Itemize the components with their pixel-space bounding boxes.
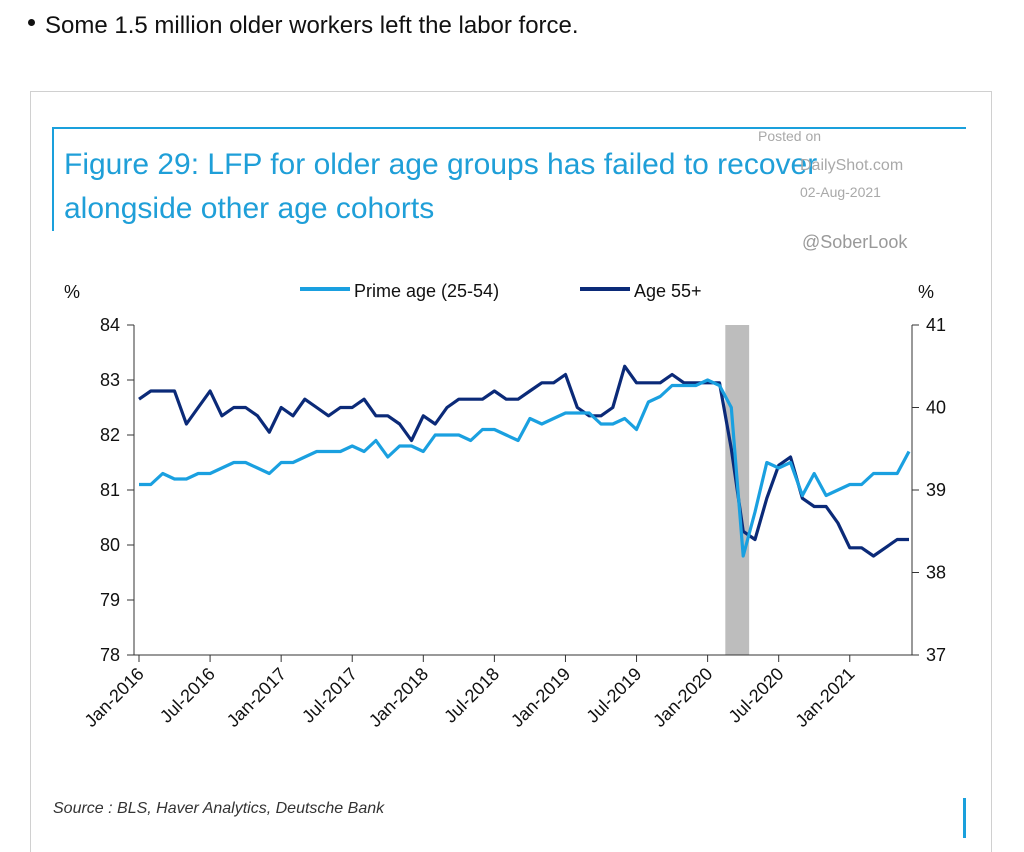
y-tick-label-left: 81 — [100, 480, 120, 500]
y-tick-label-left: 84 — [100, 315, 120, 335]
series-line-prime-age — [139, 378, 911, 558]
y-axis-unit-right: % — [918, 282, 934, 302]
y-tick-label-left: 78 — [100, 645, 120, 665]
x-tick-label: Jul-2020 — [725, 664, 788, 727]
x-tick-label: Jan-2021 — [791, 664, 858, 731]
panel-edge-mark — [963, 798, 966, 838]
x-tick-label: Jul-2017 — [298, 664, 361, 727]
watermark-site: DailyShot.com — [800, 157, 904, 174]
x-tick-label: Jan-2016 — [81, 664, 148, 731]
source-note: Source : BLS, Haver Analytics, Deutsche … — [53, 800, 385, 817]
y-tick-label-right: 40 — [926, 398, 946, 418]
bullet-text: Some 1.5 million older workers left the … — [45, 12, 579, 39]
x-tick-label: Jul-2016 — [156, 664, 219, 727]
watermark-handle: @SoberLook — [802, 232, 908, 252]
y-tick-label-right: 37 — [926, 645, 946, 665]
y-tick-label-left: 83 — [100, 370, 120, 390]
y-tick-label-left: 80 — [100, 535, 120, 555]
watermark-posted: Posted on — [758, 128, 822, 144]
y-tick-label-left: 82 — [100, 425, 120, 445]
x-tick-label: Jan-2020 — [649, 664, 716, 731]
x-tick-label: Jan-2018 — [365, 664, 432, 731]
figure-panel — [30, 91, 992, 852]
title-rule — [52, 127, 966, 129]
y-axis-unit-left: % — [64, 282, 80, 302]
x-tick-label: Jul-2019 — [582, 664, 645, 727]
y-tick-label-left: 79 — [100, 590, 120, 610]
chart-title: Figure 29: LFP for older age groups has … — [64, 148, 818, 225]
x-tick-label: Jan-2019 — [507, 664, 574, 731]
y-tick-label-right: 41 — [926, 315, 946, 335]
legend-label-prime-age: Prime age (25-54) — [354, 281, 499, 301]
legend-label-age-55: Age 55+ — [634, 281, 702, 301]
x-tick-label: Jan-2017 — [223, 664, 290, 731]
series-line-age-55 — [138, 364, 909, 558]
y-tick-label-right: 39 — [926, 480, 946, 500]
bullet-point: Some 1.5 million older workers left the … — [28, 12, 579, 40]
watermark-date: 02-Aug-2021 — [800, 184, 881, 200]
y-tick-label-right: 38 — [926, 563, 946, 583]
bullet-dot-icon — [28, 19, 35, 27]
x-tick-label: Jul-2018 — [440, 664, 503, 727]
title-accent-bar — [52, 127, 54, 231]
